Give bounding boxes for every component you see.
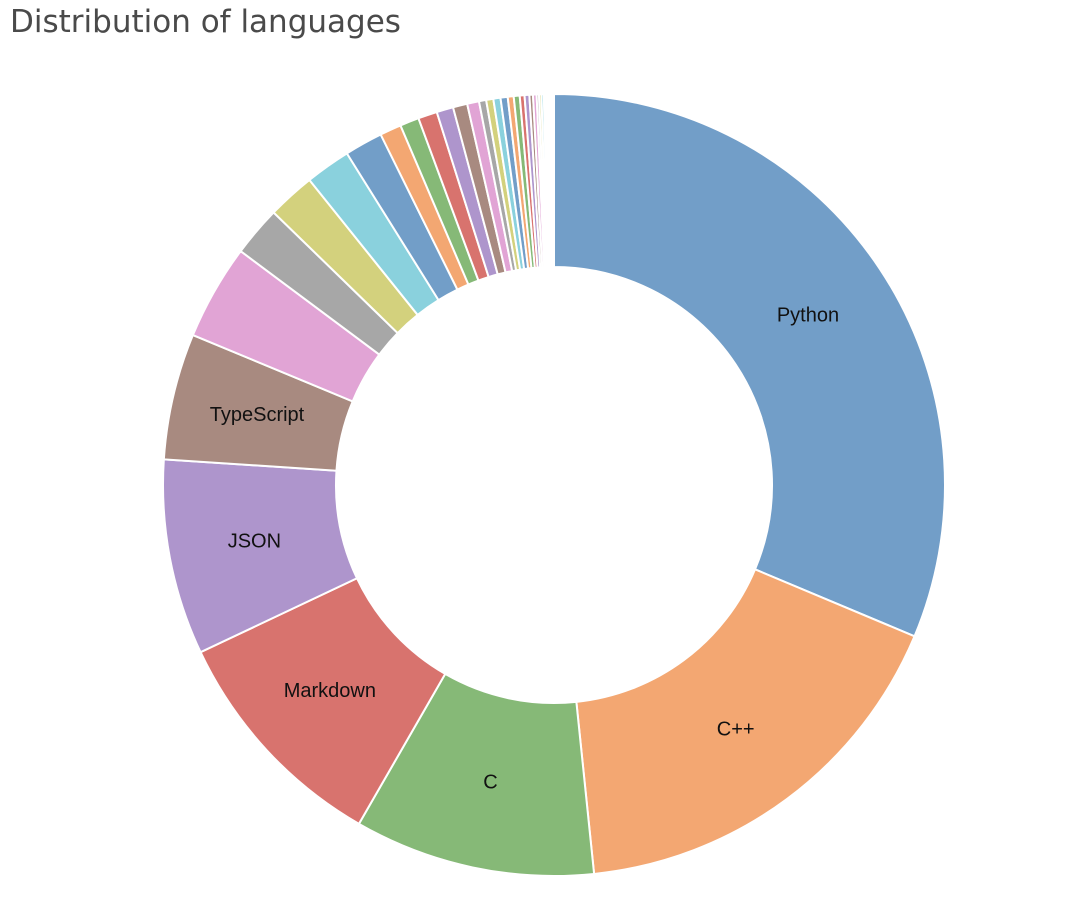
chart-title: Distribution of languages: [10, 4, 401, 40]
donut-slice-python[interactable]: [553, 92, 946, 638]
slice-label-markdown: Markdown: [284, 680, 376, 702]
slice-label-python: Python: [777, 304, 839, 326]
donut-labels: Python C++ C Markdown JSON TypeScript: [210, 304, 839, 793]
slice-label-c: C: [483, 772, 497, 794]
donut-slices: [162, 92, 946, 877]
slice-label-c-: C++: [717, 718, 755, 740]
slice-label-json: JSON: [228, 530, 281, 552]
slice-label-typescript: TypeScript: [210, 404, 305, 426]
donut-slice-c-[interactable]: [575, 568, 916, 876]
